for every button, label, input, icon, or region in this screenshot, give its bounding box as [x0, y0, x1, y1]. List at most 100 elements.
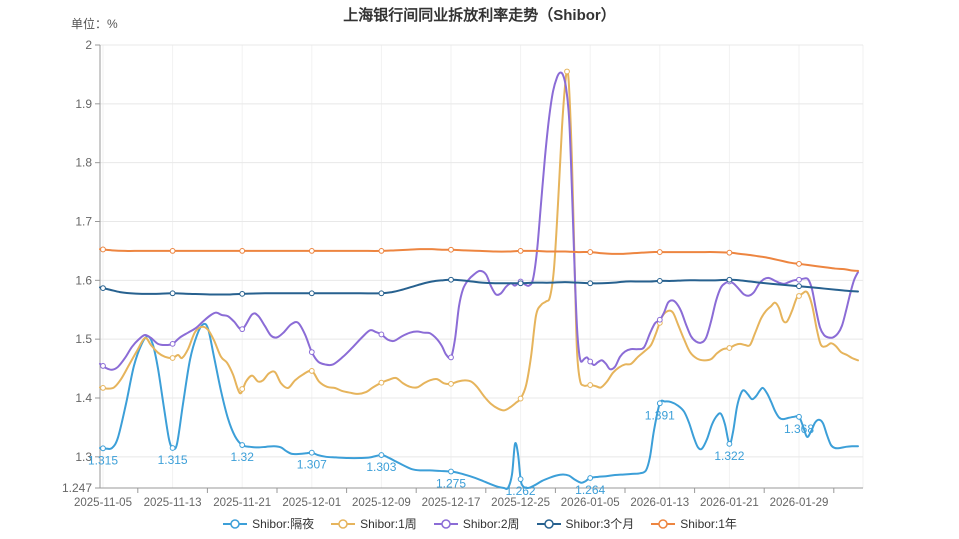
y-axis-label: 1.6 [75, 273, 92, 287]
legend-item-Shibor:2周[interactable]: Shibor:2周 [433, 515, 520, 532]
data-point-marker [796, 260, 802, 267]
data-point-label: 1.264 [575, 483, 605, 497]
data-point-marker [587, 358, 594, 365]
x-axis-label: 2025-11-21 [213, 497, 271, 509]
x-axis-label: 2026-01-29 [770, 497, 829, 509]
series-line-Shibor:隔夜 [99, 322, 859, 491]
x-axis-label: 2026-01-13 [630, 497, 689, 509]
data-point-marker [239, 386, 246, 392]
data-point-marker [100, 285, 106, 291]
legend-line-marker-icon [223, 518, 248, 529]
legend-line-marker-icon [331, 518, 356, 529]
data-point-label: 1.315 [158, 453, 188, 467]
data-point-marker [656, 249, 663, 255]
chart-title: 上海银行间同业拆放利率走势（Shibor） [343, 7, 616, 24]
x-axis-label: 2025-12-01 [282, 497, 341, 509]
data-point-marker [517, 476, 524, 483]
legend: Shibor:隔夜 Shibor:1周 Shibor:2周 Shibor:3个月 Shi… [0, 515, 959, 532]
data-point-marker [239, 326, 246, 333]
legend-label: Shibor:1年 [680, 517, 737, 531]
series-line-Shibor:3个月 [99, 278, 859, 296]
data-point-label: 1.307 [297, 458, 327, 472]
legend-label: Shibor:3个月 [565, 517, 635, 531]
y-axis-label: 1.9 [75, 97, 92, 111]
data-point-label: 1.303 [366, 460, 396, 474]
legend-label: Shibor:2周 [462, 517, 520, 531]
data-point-marker [726, 276, 733, 283]
data-point-marker [169, 290, 176, 297]
data-point-marker [378, 248, 385, 254]
data-point-label: 1.322 [714, 449, 744, 463]
data-point-label: 1.275 [436, 477, 466, 491]
series-line-Shibor:1周 [99, 70, 859, 412]
series-line-Shibor:1年 [99, 248, 859, 272]
data-point-marker [100, 246, 106, 253]
data-point-marker [448, 276, 454, 283]
data-point-marker [656, 400, 663, 407]
x-axis-label: 2025-12-17 [422, 497, 481, 509]
data-point-marker [796, 283, 802, 290]
legend-item-Shibor:1周[interactable]: Shibor:1周 [330, 515, 417, 532]
legend-label: Shibor:隔夜 [252, 517, 315, 531]
data-point-marker [587, 280, 594, 287]
data-point-marker [378, 290, 385, 297]
data-point-marker [308, 368, 315, 374]
y-axis-label: 2 [85, 38, 92, 52]
data-point-marker [308, 449, 315, 456]
data-point-label: 1.391 [645, 408, 675, 422]
data-point-marker [448, 380, 454, 387]
data-point-marker [308, 349, 315, 355]
data-point-marker [726, 345, 733, 351]
data-point-marker [239, 290, 246, 297]
y-axis-label: 1.3 [75, 450, 92, 464]
legend-label: Shibor:1周 [360, 517, 417, 531]
data-point-marker [378, 331, 385, 338]
x-axis-label: 2026-01-05 [561, 497, 620, 509]
data-point-marker [796, 413, 802, 420]
data-point-marker [517, 280, 524, 287]
legend-item-Shibor:隔夜[interactable]: Shibor:隔夜 [222, 515, 314, 532]
legend-line-marker-icon [433, 518, 458, 529]
data-point-label: 1.368 [784, 422, 814, 436]
data-point-marker [378, 452, 385, 458]
data-point-marker [656, 278, 663, 284]
data-point-marker [517, 395, 524, 402]
data-point-marker [239, 442, 246, 448]
x-axis-label: 2025-12-09 [352, 497, 411, 509]
data-point-marker [587, 475, 594, 481]
data-point-marker [378, 379, 385, 386]
y-axis-label: 1.8 [75, 156, 92, 170]
data-point-marker [169, 445, 176, 451]
data-point-marker [308, 290, 315, 297]
x-axis-label: 2026-01-21 [700, 497, 759, 509]
data-point-label: 1.262 [506, 484, 536, 498]
data-point-marker [100, 385, 106, 391]
data-point-marker [448, 354, 454, 361]
data-point-label: 1.315 [88, 453, 118, 467]
x-axis-label: 2025-11-05 [74, 497, 132, 509]
data-point-marker [100, 363, 106, 369]
data-point-marker [169, 248, 176, 254]
x-axis-label: 2025-11-13 [144, 497, 202, 509]
y-axis-label: 1.7 [75, 214, 92, 228]
y-axis-label: 1.247 [62, 481, 92, 495]
data-point-marker [448, 468, 454, 475]
data-point-marker [656, 316, 663, 323]
data-point-marker [726, 249, 733, 256]
data-point-marker [796, 276, 802, 283]
data-point-marker [587, 249, 594, 255]
data-point-marker [448, 246, 454, 253]
data-point-marker [169, 355, 176, 361]
series-line-Shibor:2周 [99, 71, 859, 371]
data-point-marker [564, 68, 570, 75]
legend-line-marker-icon [651, 518, 676, 529]
legend-item-Shibor:3个月[interactable]: Shibor:3个月 [536, 515, 635, 532]
legend-line-marker-icon [536, 518, 561, 529]
y-axis-label: 1.5 [75, 332, 92, 346]
legend-item-Shibor:1年[interactable]: Shibor:1年 [650, 515, 737, 532]
data-point-marker [100, 445, 106, 452]
unit-label: 单位：% [71, 17, 118, 31]
data-point-marker [308, 248, 315, 254]
